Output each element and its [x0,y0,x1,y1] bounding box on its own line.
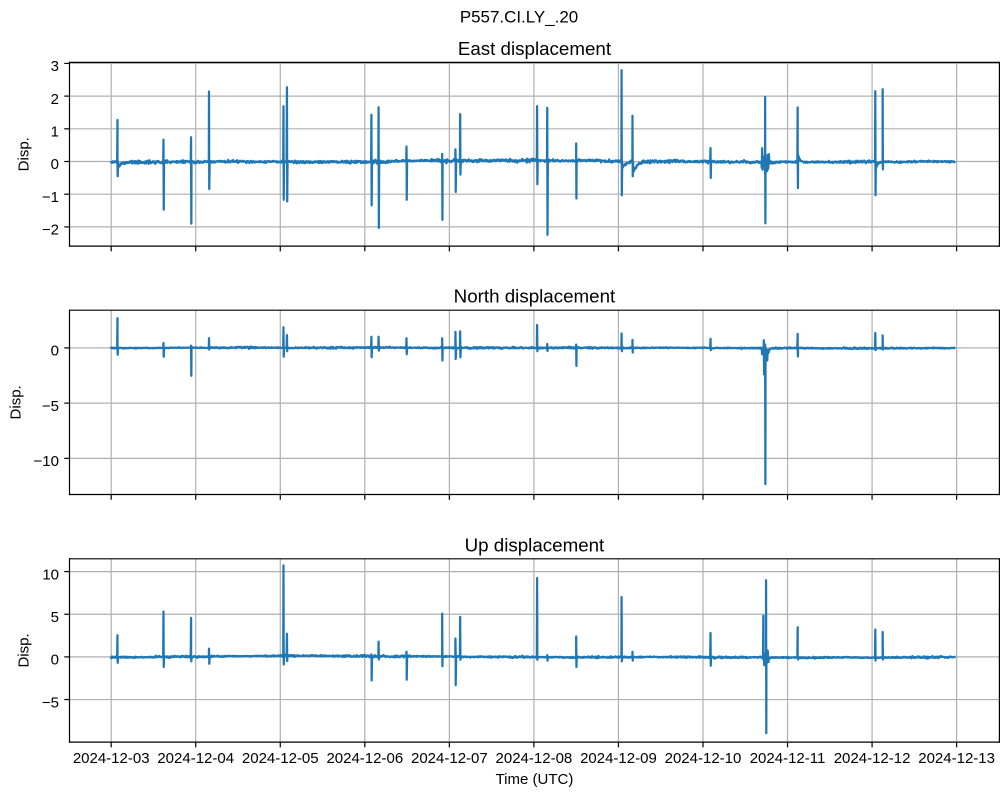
svg-text:0: 0 [51,343,59,360]
svg-text:Disp.: Disp. [7,385,24,419]
svg-text:2: 2 [51,91,59,108]
svg-text:3: 3 [51,58,59,75]
svg-text:2024-12-10: 2024-12-10 [665,750,742,767]
svg-text:−2: −2 [42,222,59,239]
svg-text:10: 10 [42,566,59,583]
svg-text:2024-12-08: 2024-12-08 [496,750,573,767]
svg-text:North displacement: North displacement [454,286,616,307]
svg-text:2024-12-05: 2024-12-05 [242,750,319,767]
svg-text:−1: −1 [42,189,59,206]
svg-text:2024-12-12: 2024-12-12 [834,750,911,767]
svg-text:P557.CI.LY_.20: P557.CI.LY_.20 [460,7,578,26]
svg-text:Disp.: Disp. [16,633,33,667]
svg-text:5: 5 [51,609,59,626]
svg-text:2024-12-06: 2024-12-06 [326,750,403,767]
svg-text:2024-12-03: 2024-12-03 [73,750,150,767]
svg-text:1: 1 [51,124,59,141]
svg-text:2024-12-09: 2024-12-09 [580,750,657,767]
svg-text:2024-12-07: 2024-12-07 [411,750,488,767]
svg-text:2024-12-13: 2024-12-13 [918,750,995,767]
svg-text:Disp.: Disp. [16,137,33,171]
svg-text:0: 0 [51,652,59,669]
svg-text:2024-12-04: 2024-12-04 [157,750,234,767]
svg-text:East displacement: East displacement [458,38,612,59]
svg-text:Up displacement: Up displacement [465,534,605,555]
svg-text:Time (UTC): Time (UTC) [496,771,574,788]
svg-text:−5: −5 [42,398,59,415]
svg-text:−5: −5 [42,694,59,711]
svg-text:0: 0 [51,156,59,173]
svg-text:2024-12-11: 2024-12-11 [750,750,826,767]
svg-text:−10: −10 [34,453,59,470]
